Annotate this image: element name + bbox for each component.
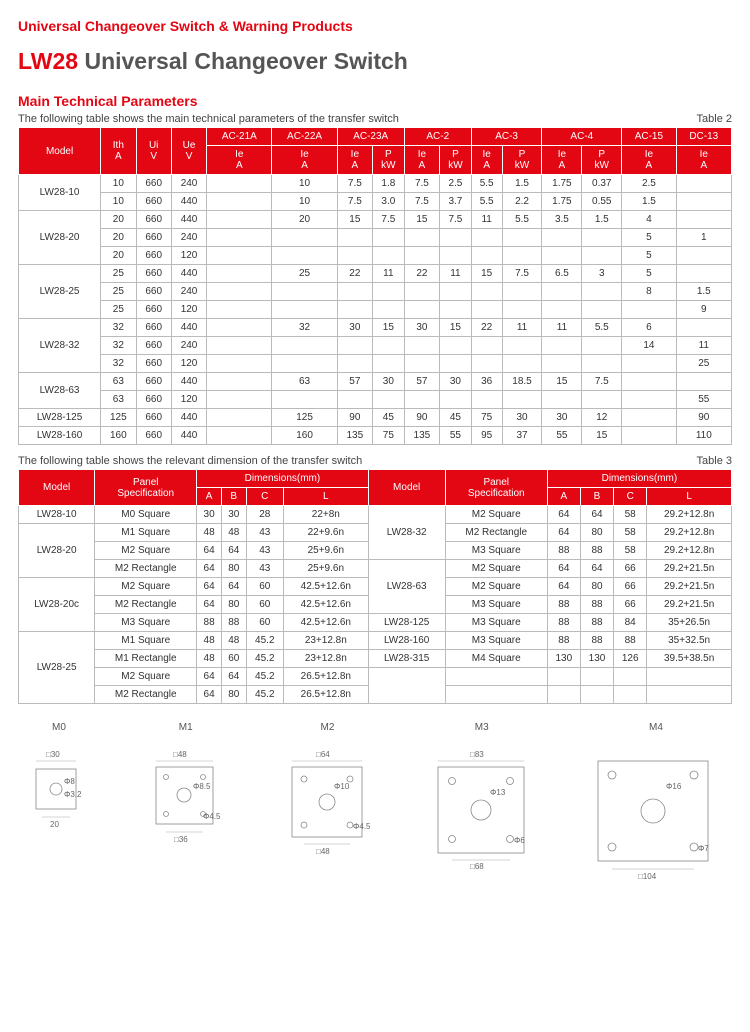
svg-text:Φ6: Φ6 [514, 836, 525, 845]
th-ac23a: AC-23A [337, 128, 404, 146]
svg-text:Φ8.5: Φ8.5 [193, 782, 211, 791]
table-row: 3266012025 [19, 355, 732, 373]
table-row: LW28-636366044063573057303618.5157.5 [19, 373, 732, 391]
table-row: 326602401411 [19, 337, 732, 355]
panel-m1: M1 □48 Φ8.5 Φ4.5 □36 [141, 722, 231, 884]
model-cell: LW28-32 [19, 319, 101, 373]
title-code: LW28 [18, 48, 78, 74]
table-row: LW28-25M1 Square484845.223+12.8nLW28-160… [19, 632, 732, 650]
th-panel-b: PanelSpecification [445, 470, 547, 506]
svg-text:□64: □64 [316, 750, 330, 759]
th-dc13: DC-13 [676, 128, 731, 146]
table-row: M3 Square88886042.5+12.6nLW28-125M3 Squa… [19, 614, 732, 632]
model-cell: LW28-20 [19, 211, 101, 265]
model-cell: LW28-125 [19, 409, 101, 427]
table-row: 206601205 [19, 247, 732, 265]
th-ac2: AC-2 [404, 128, 471, 146]
model-cell: LW28-10 [19, 175, 101, 211]
m3-drawing: □83 Φ13 Φ6 □68 [424, 739, 539, 869]
m0-drawing: □30 Φ8 Φ3.2 20 [24, 739, 94, 839]
th-ac4: AC-4 [542, 128, 622, 146]
table-row: LW28-323266044032301530152211115.56 [19, 319, 732, 337]
table-row: M2 Square646445.226.5+12.8n [19, 668, 732, 686]
th-dims: Dimensions(mm) [197, 470, 368, 488]
svg-text:□30: □30 [46, 750, 60, 759]
page-title: LW28 Universal Changeover Switch [18, 48, 732, 75]
table2-label: Table 2 [697, 113, 732, 125]
model-cell: LW28-25 [19, 265, 101, 319]
table-head: Model IthA UiV UeV AC-21A AC-22A AC-23A … [19, 128, 732, 175]
svg-text:Φ10: Φ10 [334, 782, 350, 791]
table-row: 2566024081.5 [19, 283, 732, 301]
svg-text:Φ4.5: Φ4.5 [203, 812, 221, 821]
table-row: 2066024051 [19, 229, 732, 247]
th-panel: PanelSpecification [95, 470, 197, 506]
m1-drawing: □48 Φ8.5 Φ4.5 □36 [141, 739, 231, 849]
th-ac3: AC-3 [471, 128, 542, 146]
table3-label: Table 3 [697, 455, 732, 467]
dimension-table: Model PanelSpecification Dimensions(mm) … [18, 469, 732, 704]
model-cell: LW28-63 [19, 373, 101, 409]
table-row: LW28-1010660240107.51.87.52.55.51.51.750… [19, 175, 732, 193]
svg-text:□104: □104 [638, 872, 657, 881]
th-dims-b: Dimensions(mm) [547, 470, 731, 488]
th-ac22a: AC-22A [272, 128, 337, 146]
m2-drawing: □64 Φ10 Φ4.5 □48 [278, 739, 378, 859]
panel-m3: M3 □83 Φ13 Φ6 □68 [424, 722, 539, 884]
table-row: 10660440107.53.07.53.75.52.21.750.551.5 [19, 193, 732, 211]
m4-drawing: Φ16 Φ7 □104 [586, 739, 726, 884]
table-row: LW28-202066044020157.5157.5115.53.51.54 [19, 211, 732, 229]
panel-m0: M0 □30 Φ8 Φ3.2 20 [24, 722, 94, 884]
svg-text:□36: □36 [174, 835, 188, 844]
svg-text:Φ4.5: Φ4.5 [353, 822, 371, 831]
table-row: 6366012055 [19, 391, 732, 409]
category-title: Universal Changeover Switch & Warning Pr… [18, 18, 732, 34]
th-model: Model [19, 128, 101, 175]
svg-text:□83: □83 [470, 750, 484, 759]
th-ue: UeV [171, 128, 206, 175]
svg-text:Φ3.2: Φ3.2 [64, 790, 82, 799]
panel-drawings: M0 □30 Φ8 Φ3.2 20 M1 □48 Φ8.5 Φ4.5 □36 M… [18, 722, 732, 884]
svg-text:Φ13: Φ13 [490, 788, 506, 797]
th-model2b: Model [368, 470, 445, 506]
table-row: LW28-16016066044016013575135559537551511… [19, 427, 732, 445]
svg-text:Φ16: Φ16 [666, 782, 682, 791]
panel-m4: M4 Φ16 Φ7 □104 [586, 722, 726, 884]
section1-intro: The following table shows the main techn… [18, 113, 399, 125]
th-ac15: AC-15 [622, 128, 676, 146]
th-model2: Model [19, 470, 95, 506]
section-heading: Main Technical Parameters [18, 93, 732, 109]
panel-m2: M2 □64 Φ10 Φ4.5 □48 [278, 722, 378, 884]
svg-text:□48: □48 [173, 750, 187, 759]
section2-intro: The following table shows the relevant d… [18, 455, 362, 467]
table-body: LW28-1010660240107.51.87.52.55.51.51.750… [19, 175, 732, 445]
svg-text:Φ8: Φ8 [64, 777, 75, 786]
table-row: M2 Rectangle64804325+9.6nLW28-63M2 Squar… [19, 560, 732, 578]
model-cell: LW28-160 [19, 427, 101, 445]
th-ith: IthA [101, 128, 136, 175]
technical-parameters-table: Model IthA UiV UeV AC-21A AC-22A AC-23A … [18, 127, 732, 445]
table-row: LW28-10M0 Square30302822+8nLW28-32M2 Squ… [19, 506, 732, 524]
th-ac21a: AC-21A [207, 128, 272, 146]
table-row: LW28-25256604402522112211157.56.535 [19, 265, 732, 283]
table-row: 256601209 [19, 301, 732, 319]
title-text: Universal Changeover Switch [78, 48, 408, 74]
table-row: M1 Rectangle486045.223+12.8nLW28-315M4 S… [19, 650, 732, 668]
th-ui: UiV [136, 128, 171, 175]
svg-text:20: 20 [50, 820, 59, 829]
svg-text:□48: □48 [316, 847, 330, 856]
svg-text:□68: □68 [470, 862, 484, 869]
table-row: LW28-125125660440125904590457530301290 [19, 409, 732, 427]
svg-text:Φ7: Φ7 [698, 844, 709, 853]
